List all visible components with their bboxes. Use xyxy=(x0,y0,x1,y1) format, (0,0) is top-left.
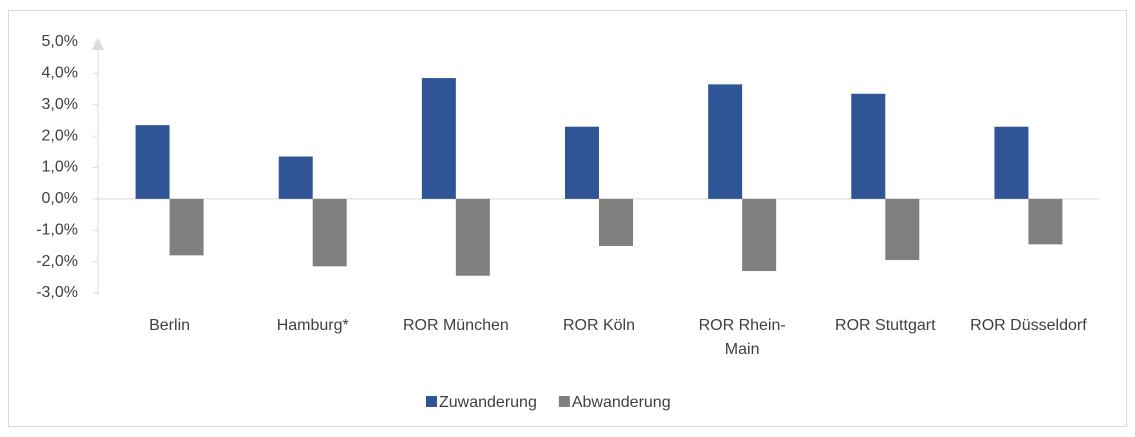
y-tick-label: 5,0% xyxy=(42,33,78,50)
x-tick-label: ROR Köln xyxy=(563,317,635,334)
bar xyxy=(455,198,490,276)
bar xyxy=(851,93,886,199)
legend-swatch xyxy=(426,396,437,407)
legend-label: Abwanderung xyxy=(572,394,671,411)
bar xyxy=(708,84,743,199)
x-tick-label: ROR Stuttgart xyxy=(835,317,936,334)
bar xyxy=(312,198,347,267)
y-tick-label: 1,0% xyxy=(42,159,78,176)
y-tick-label: -3,0% xyxy=(36,284,78,301)
bar xyxy=(169,198,204,256)
bar xyxy=(742,198,777,272)
bar xyxy=(135,125,170,199)
bar xyxy=(278,156,313,199)
x-tick-label: ROR Rhein-Main xyxy=(699,317,786,358)
bar xyxy=(421,78,456,199)
bar xyxy=(565,126,599,199)
y-tick-label: 4,0% xyxy=(42,65,78,82)
y-tick-label: 3,0% xyxy=(42,96,78,113)
legend-label: Zuwanderung xyxy=(439,394,537,411)
bar xyxy=(885,198,920,261)
y-tick-label: -1,0% xyxy=(36,221,78,238)
y-tick-label: 2,0% xyxy=(42,127,78,144)
bar xyxy=(994,126,1029,199)
y-tick-label: -2,0% xyxy=(36,253,78,270)
bar xyxy=(1028,198,1063,245)
x-tick-label: ROR Düsseldorf xyxy=(970,317,1087,334)
y-axis-arrow xyxy=(92,38,104,50)
x-tick-label: Berlin xyxy=(149,317,190,334)
x-tick-label: Hamburg* xyxy=(277,317,349,334)
x-tick-label: ROR München xyxy=(403,317,509,334)
bar xyxy=(599,198,633,246)
legend-swatch xyxy=(558,396,570,407)
y-tick-label: 0,0% xyxy=(42,190,78,207)
